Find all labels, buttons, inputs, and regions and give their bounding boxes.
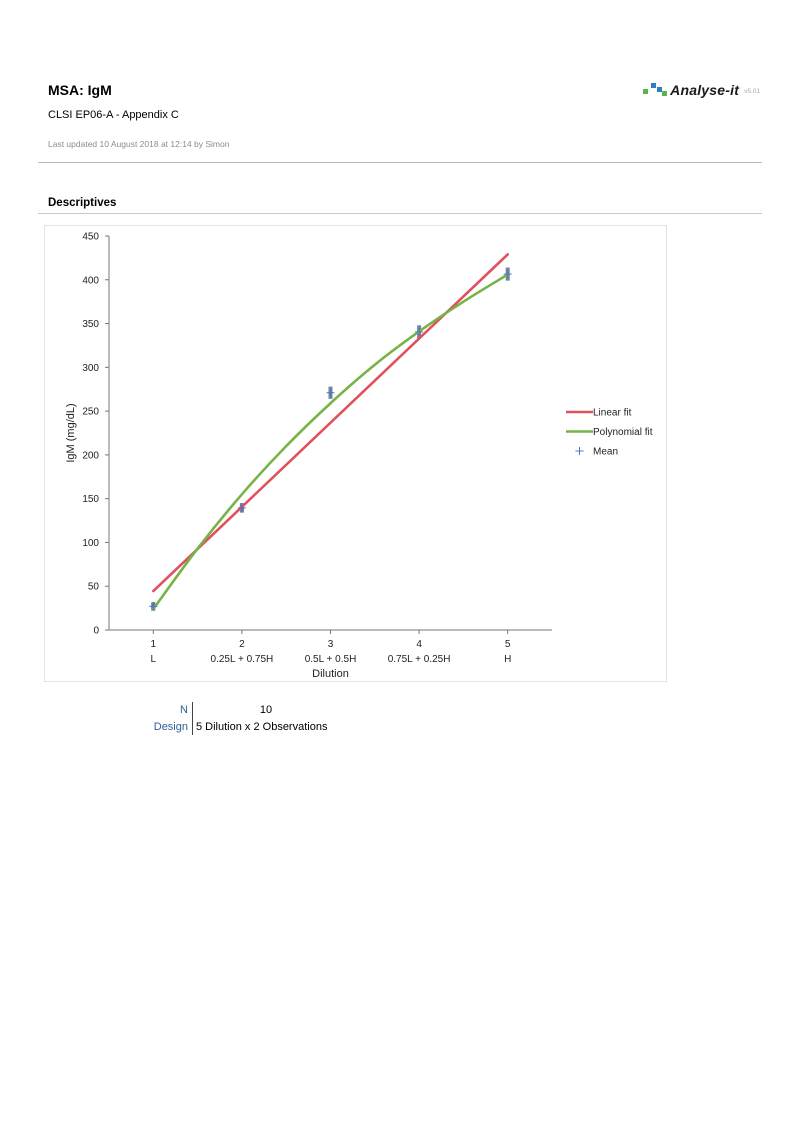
x-tick-label: L [151, 654, 157, 665]
logo-version: v5.01 [744, 88, 760, 95]
linear-fit-line [152, 253, 509, 593]
n-label: N [180, 704, 188, 717]
descriptives-chart: 0 50 100 150 200 250 300 350 400 450 1 L 2 0.25L + 0.… [65, 232, 653, 681]
legend-label: Mean [593, 447, 618, 458]
stats-row-design: Design 5 Dilution x 2 Observations [140, 718, 336, 735]
design-value: 5 Dilution x 2 Observations [196, 720, 328, 733]
analyse-it-logo: Analyse-it v5.01 [643, 82, 760, 98]
logo-text: Analyse-it [670, 82, 740, 98]
last-updated-text: Last updated 10 August 2018 at 12:14 by … [48, 139, 230, 149]
y-tick-label: 200 [82, 450, 99, 461]
x-tick-number: 2 [239, 639, 245, 650]
y-tick-label: 450 [82, 232, 99, 243]
y-tick-label: 50 [88, 582, 100, 593]
section-divider [38, 213, 762, 214]
y-tick-label: 350 [82, 319, 99, 330]
x-axis-title: Dilution [312, 668, 349, 680]
legend-label: Polynomial fit [593, 427, 653, 438]
x-tick-label: 0.25L + 0.75H [211, 654, 274, 665]
x-tick-label: 0.75L + 0.25H [388, 654, 451, 665]
polynomial-fit-line [152, 273, 509, 611]
x-tick-label: H [504, 654, 511, 665]
section-title: Descriptives [48, 197, 117, 209]
y-axis-title: IgM (mg/dL) [65, 403, 77, 462]
stats-row-n: N 10 [140, 702, 336, 719]
y-tick-label: 250 [82, 407, 99, 418]
design-label: Design [153, 720, 188, 733]
x-tick-label: 0.5L + 0.5H [305, 654, 357, 665]
legend-label: Linear fit [593, 408, 632, 419]
stats-separator [192, 718, 193, 735]
stats-separator [192, 702, 193, 719]
y-tick-label: 100 [82, 538, 99, 549]
y-tick-label: 400 [82, 275, 99, 286]
header-divider [38, 162, 762, 163]
report-subtitle: CLSI EP06-A - Appendix C [48, 109, 179, 121]
x-tick-number: 5 [505, 639, 511, 650]
n-value: 10 [259, 704, 273, 717]
x-tick-number: 1 [151, 639, 157, 650]
y-tick-label: 300 [82, 363, 99, 374]
y-tick-label: 150 [82, 494, 99, 505]
chart-panel: 0 50 100 150 200 250 300 350 400 450 1 L 2 0.25L + 0.… [44, 225, 667, 682]
x-tick-number: 3 [328, 639, 334, 650]
report-title: MSA: IgM [48, 82, 112, 98]
x-tick-number: 4 [416, 639, 422, 650]
stats-table: N 10 Design 5 Dilution x 2 Observations [140, 702, 336, 735]
y-tick-label: 0 [93, 626, 99, 637]
logo-squares-icon [643, 83, 668, 97]
